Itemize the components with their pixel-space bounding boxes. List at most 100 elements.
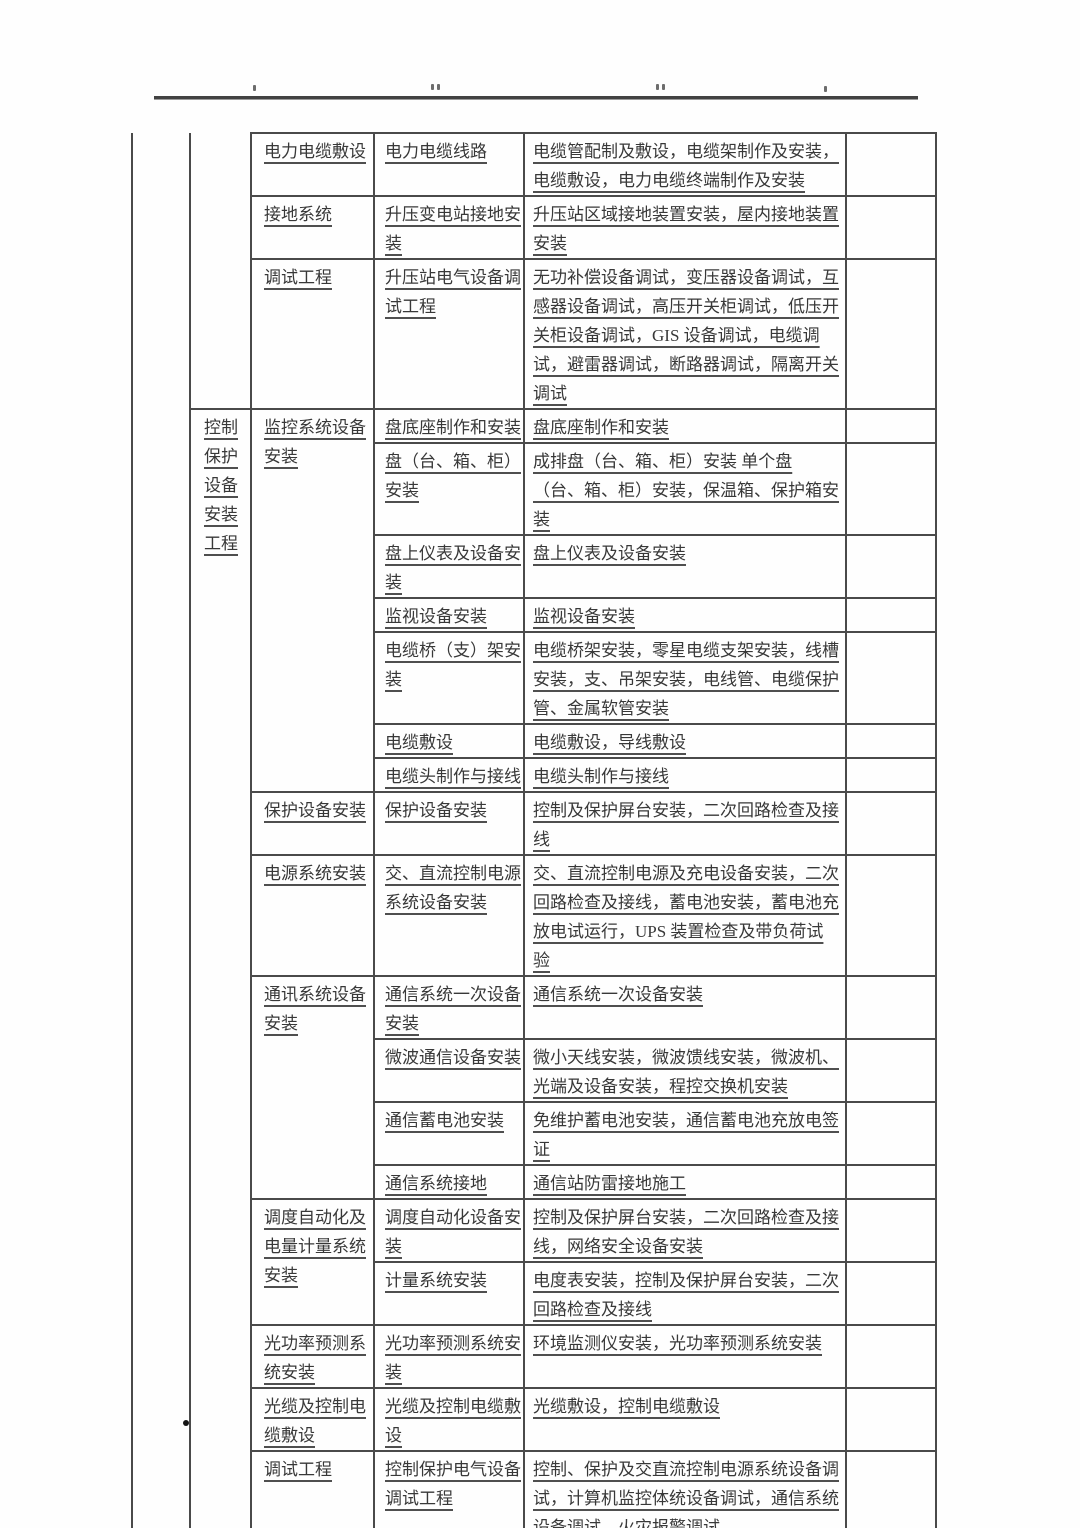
- description-cell: 电度表安装，控制及保护屏台安装，二次回路检查及接线: [523, 1261, 847, 1326]
- category-cell: 通讯系统设备安装: [250, 975, 375, 1200]
- empty-remarks-cell: [845, 975, 937, 1040]
- table-row: 光缆及控制电缆敷设 光缆及控制电缆敷设 光缆敷设，控制电缆敷设: [132, 1387, 937, 1452]
- subcategory-cell: 交、直流控制电源系统设备安装: [373, 854, 525, 977]
- table-row: 盘上仪表及设备安装 盘上仪表及设备安装: [132, 534, 937, 599]
- description-cell: 成排盘（台、箱、柜）安装 单个盘（台、箱、柜）安装，保温箱、保护箱安装: [523, 442, 847, 536]
- description-cell: 光缆敷设，控制电缆敷设: [523, 1387, 847, 1452]
- scan-artifact-mark: [824, 86, 827, 92]
- empty-remarks-cell: [845, 1450, 937, 1528]
- left-spacer-column-cell: [131, 133, 191, 1528]
- table-row: 电力电缆敷设 电力电缆线路 电缆管配制及敷设，电缆架制作及安装，电缆敷设，电力电…: [131, 132, 937, 1528]
- table-row: 微波通信设备安装 微小天线安装，微波馈线安装，微波机、光端及设备安装，程控交换机…: [132, 1038, 937, 1103]
- empty-remarks-cell: [845, 1198, 937, 1263]
- group-spacer-cell: [189, 133, 252, 410]
- classification-table: 电力电缆敷设 电力电缆线路 电缆管配制及敷设，电缆架制作及安装，电缆敷设，电力电…: [131, 132, 937, 1528]
- category-cell: 保护设备安装: [250, 791, 375, 856]
- empty-remarks-cell: [845, 791, 937, 856]
- footer-dot: [183, 1420, 189, 1426]
- description-cell: 电缆敷设，导线敷设: [523, 723, 847, 759]
- subcategory-cell: 调度自动化设备安装: [373, 1198, 525, 1263]
- table-row: 电缆桥（支）架安装 电缆桥架安装，零星电缆支架安装，线槽安装，支、吊架安装，电线…: [132, 631, 937, 725]
- table-row: 盘（台、箱、柜）安装 成排盘（台、箱、柜）安装 单个盘（台、箱、柜）安装，保温箱…: [132, 442, 937, 536]
- subcategory-cell: 盘底座制作和安装: [373, 408, 525, 444]
- empty-remarks-cell: [845, 597, 937, 633]
- description-cell: 电缆桥架安装，零星电缆支架安装，线槽安装，支、吊架安装，电线管、电缆保护管、金属…: [523, 631, 847, 725]
- table-row: 调试工程 控制保护电气设备调试工程 控制、保护及交直流控制电源系统设备调试，计算…: [132, 1450, 937, 1528]
- category-cell: 电力电缆敷设: [250, 132, 375, 197]
- scan-artifact-mark: [431, 84, 440, 90]
- subcategory-cell: 盘（台、箱、柜）安装: [373, 442, 525, 536]
- subcategory-cell: 通信蓄电池安装: [373, 1101, 525, 1166]
- description-cell: 免维护蓄电池安装，通信蓄电池充放电签证: [523, 1101, 847, 1166]
- table-row: 保护设备安装 保护设备安装 控制及保护屏台安装，二次回路检查及接线: [132, 791, 937, 856]
- empty-remarks-cell: [845, 723, 937, 759]
- description-cell: 微小天线安装，微波馈线安装，微波机、光端及设备安装，程控交换机安装: [523, 1038, 847, 1103]
- table-row: 监视设备安装 监视设备安装: [132, 597, 937, 633]
- description-cell: 监视设备安装: [523, 597, 847, 633]
- subcategory-cell: 电缆敷设: [373, 723, 525, 759]
- category-cell: 光功率预测系统安装: [250, 1324, 375, 1389]
- table-row: 通讯系统设备安装 通信系统一次设备安装 通信系统一次设备安装: [132, 975, 937, 1200]
- table-row: 调试工程 升压站电气设备调试工程 无功补偿设备调试，变压器设备调试，互感器设备调…: [132, 258, 937, 410]
- subcategory-cell: 光功率预测系统安装: [373, 1324, 525, 1389]
- description-cell: 电缆管配制及敷设，电缆架制作及安装，电缆敷设，电力电缆终端制作及安装: [523, 132, 847, 197]
- description-cell: 控制及保护屏台安装，二次回路检查及接线: [523, 791, 847, 856]
- category-cell: 调度自动化及电量计量系统安装: [250, 1198, 375, 1326]
- empty-remarks-cell: [845, 195, 937, 260]
- section-label-cell: 控制保护设备安装工程: [189, 408, 252, 1528]
- description-cell: 无功补偿设备调试，变压器设备调试，互感器设备调试，高压开关柜调试，低压开关柜设备…: [523, 258, 847, 410]
- subcategory-cell: 光缆及控制电缆敷设: [373, 1387, 525, 1452]
- table-row: 调度自动化及电量计量系统安装 调度自动化设备安装 控制及保护屏台安装，二次回路检…: [132, 1198, 937, 1326]
- table-row: 光功率预测系统安装 光功率预测系统安装 环境监测仪安装，光功率预测系统安装: [132, 1324, 937, 1389]
- category-cell: 调试工程: [250, 258, 375, 410]
- description-cell: 环境监测仪安装，光功率预测系统安装: [523, 1324, 847, 1389]
- category-cell: 监控系统设备安装: [250, 408, 375, 793]
- empty-remarks-cell: [845, 408, 937, 444]
- category-cell: 接地系统: [250, 195, 375, 260]
- table-row: 通信蓄电池安装 免维护蓄电池安装，通信蓄电池充放电签证: [132, 1101, 937, 1166]
- subcategory-cell: 升压变电站接地安装: [373, 195, 525, 260]
- subcategory-cell: 升压站电气设备调试工程: [373, 258, 525, 410]
- subcategory-cell: 微波通信设备安装: [373, 1038, 525, 1103]
- subcategory-cell: 监视设备安装: [373, 597, 525, 633]
- subcategory-cell: 电缆头制作与接线: [373, 757, 525, 793]
- description-cell: 盘上仪表及设备安装: [523, 534, 847, 599]
- description-cell: 交、直流控制电源及充电设备安装，二次回路检查及接线，蓄电池安装，蓄电池充放电试运…: [523, 854, 847, 977]
- subcategory-cell: 控制保护电气设备调试工程: [373, 1450, 525, 1528]
- empty-remarks-cell: [845, 854, 937, 977]
- subcategory-cell: 电缆桥（支）架安装: [373, 631, 525, 725]
- empty-remarks-cell: [845, 1101, 937, 1166]
- empty-remarks-cell: [845, 258, 937, 410]
- table-row: 电缆敷设 电缆敷设，导线敷设: [132, 723, 937, 759]
- table-row: 接地系统 升压变电站接地安装 升压站区域接地装置安装，屋内接地装置安装: [132, 195, 937, 260]
- subcategory-cell: 保护设备安装: [373, 791, 525, 856]
- empty-remarks-cell: [845, 1387, 937, 1452]
- table-row: 计量系统安装 电度表安装，控制及保护屏台安装，二次回路检查及接线: [132, 1261, 937, 1326]
- header-rule: [154, 96, 918, 100]
- subcategory-cell: 通信系统接地: [373, 1164, 525, 1200]
- empty-remarks-cell: [845, 1164, 937, 1200]
- category-cell: 调试工程: [250, 1450, 375, 1528]
- subcategory-cell: 计量系统安装: [373, 1261, 525, 1326]
- empty-remarks-cell: [845, 1261, 937, 1326]
- empty-remarks-cell: [845, 534, 937, 599]
- description-cell: 控制及保护屏台安装，二次回路检查及接线，网络安全设备安装: [523, 1198, 847, 1263]
- empty-remarks-cell: [845, 1038, 937, 1103]
- empty-remarks-cell: [845, 132, 937, 197]
- description-cell: 升压站区域接地装置安装，屋内接地装置安装: [523, 195, 847, 260]
- empty-remarks-cell: [845, 631, 937, 725]
- table-row: 电缆头制作与接线 电缆头制作与接线: [132, 757, 937, 793]
- category-cell: 光缆及控制电缆敷设: [250, 1387, 375, 1452]
- description-cell: 通信系统一次设备安装: [523, 975, 847, 1040]
- table-row: 通信系统接地 通信站防雷接地施工: [132, 1164, 937, 1200]
- description-cell: 盘底座制作和安装: [523, 408, 847, 444]
- empty-remarks-cell: [845, 1324, 937, 1389]
- subcategory-cell: 盘上仪表及设备安装: [373, 534, 525, 599]
- category-cell: 电源系统安装: [250, 854, 375, 977]
- description-cell: 通信站防雷接地施工: [523, 1164, 847, 1200]
- table-row: 电源系统安装 交、直流控制电源系统设备安装 交、直流控制电源及充电设备安装，二次…: [132, 854, 937, 977]
- table-row: 控制保护设备安装工程 监控系统设备安装 盘底座制作和安装 盘底座制作和安装: [132, 408, 937, 1528]
- empty-remarks-cell: [845, 757, 937, 793]
- description-cell: 控制、保护及交直流控制电源系统设备调试，计算机监控体统设备调试，通信系统设备调试…: [523, 1450, 847, 1528]
- subcategory-cell: 电力电缆线路: [373, 132, 525, 197]
